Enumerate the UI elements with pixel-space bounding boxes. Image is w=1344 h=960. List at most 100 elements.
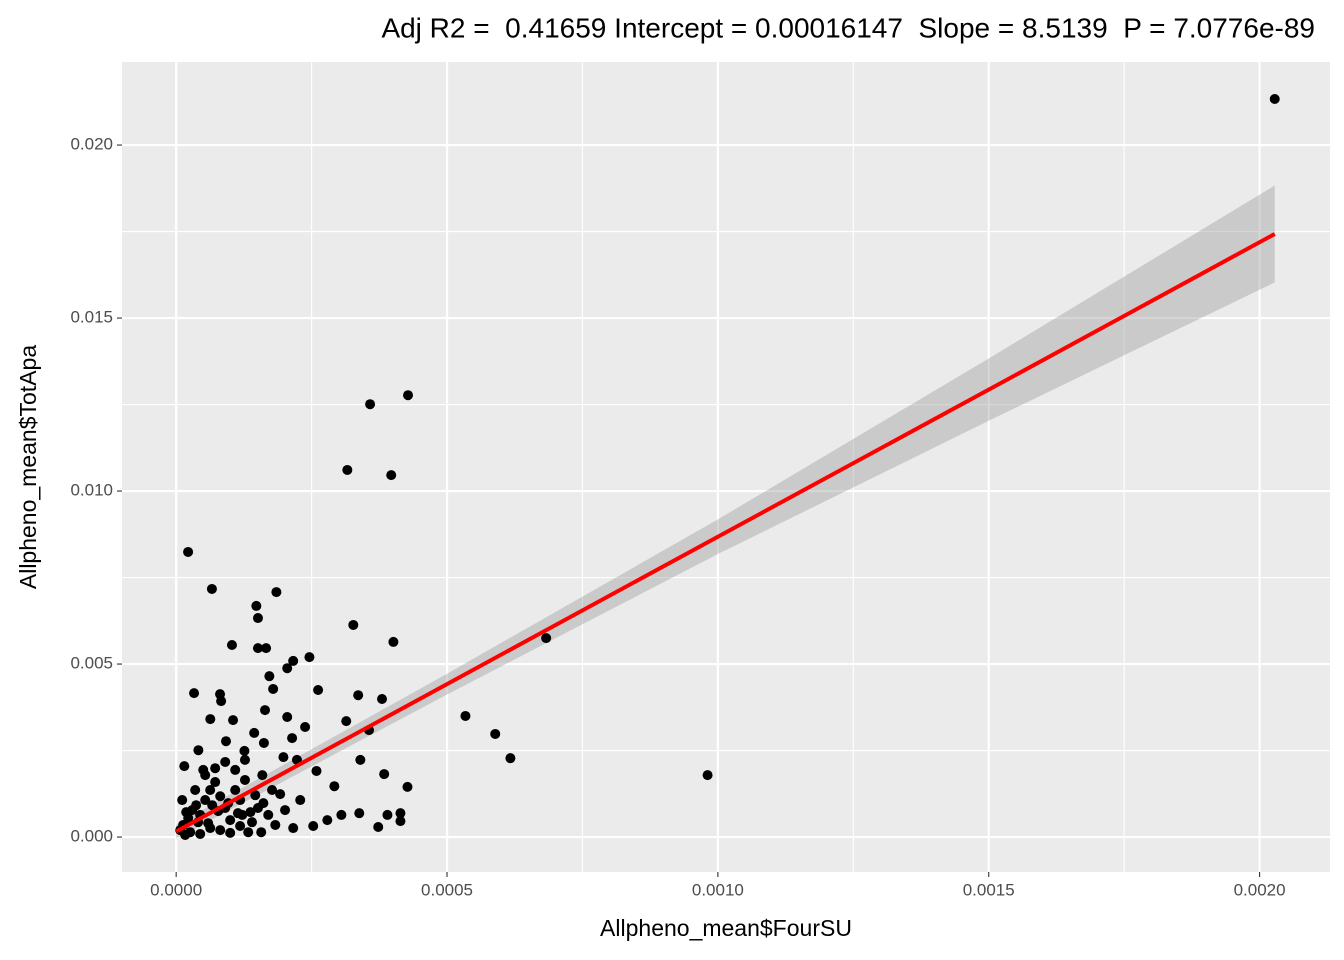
- point: [249, 727, 260, 738]
- point: [382, 809, 393, 820]
- y-axis-title: Allpheno_mean$TotApa: [15, 345, 41, 589]
- point: [205, 784, 216, 795]
- point: [355, 754, 366, 765]
- point: [268, 683, 279, 694]
- point: [271, 587, 282, 598]
- point: [260, 705, 271, 716]
- point: [264, 671, 275, 682]
- point: [225, 815, 236, 826]
- y-tick-label: 0.010: [70, 481, 113, 500]
- point: [341, 716, 352, 727]
- point: [308, 820, 319, 831]
- point: [206, 583, 217, 594]
- point: [250, 790, 261, 801]
- point: [226, 640, 237, 651]
- point: [386, 470, 397, 481]
- point: [247, 817, 258, 828]
- point: [185, 827, 196, 838]
- point: [221, 736, 232, 747]
- point: [395, 816, 406, 827]
- point: [220, 756, 231, 767]
- point: [402, 781, 413, 792]
- point: [256, 827, 267, 838]
- point: [239, 774, 250, 785]
- point: [257, 770, 268, 781]
- point: [342, 464, 353, 475]
- point: [252, 643, 263, 654]
- point: [258, 737, 269, 748]
- point: [210, 763, 221, 774]
- point: [210, 777, 221, 788]
- point: [702, 770, 713, 781]
- point: [191, 800, 202, 811]
- point: [395, 808, 406, 819]
- y-tick-label: 0.005: [70, 654, 113, 673]
- y-tick-label: 0.000: [70, 827, 113, 846]
- band-layer: [176, 185, 1275, 839]
- point: [245, 807, 256, 818]
- chart-title: Adj R2 = 0.41659 Intercept = 0.00016147 …: [381, 12, 1315, 43]
- point: [288, 655, 299, 666]
- point: [230, 764, 241, 775]
- point: [190, 784, 201, 795]
- point: [225, 827, 236, 838]
- point: [263, 809, 274, 820]
- point: [179, 761, 190, 772]
- point: [275, 789, 286, 800]
- y-tick-label: 0.015: [70, 308, 113, 327]
- point: [373, 822, 384, 833]
- point: [353, 690, 364, 701]
- point: [490, 728, 501, 739]
- point: [300, 722, 311, 733]
- point: [177, 795, 188, 806]
- point: [200, 795, 211, 806]
- point: [403, 390, 414, 401]
- point: [207, 800, 218, 811]
- point: [252, 802, 263, 813]
- fit-layer: [175, 232, 1276, 834]
- x-tick-label: 0.0020: [1234, 880, 1286, 899]
- y-tick-label: 0.020: [70, 135, 113, 154]
- point: [377, 693, 388, 704]
- point: [354, 808, 365, 819]
- x-tick-label: 0.0010: [692, 880, 744, 899]
- fit-line: [175, 232, 1276, 834]
- x-tick-label: 0.0000: [150, 880, 202, 899]
- point: [239, 745, 250, 756]
- point: [295, 795, 306, 806]
- point: [205, 714, 216, 725]
- point: [189, 688, 200, 699]
- point: [304, 652, 315, 663]
- point: [322, 815, 333, 826]
- point: [278, 752, 289, 763]
- point: [313, 685, 324, 696]
- point: [288, 823, 299, 834]
- point: [230, 784, 241, 795]
- point: [270, 819, 281, 830]
- point: [237, 809, 248, 820]
- x-axis-title: Allpheno_mean$FourSU: [600, 915, 852, 941]
- point: [287, 733, 298, 744]
- point: [541, 633, 552, 644]
- point: [183, 546, 194, 557]
- point: [280, 805, 291, 816]
- point: [215, 791, 226, 802]
- point: [261, 643, 272, 654]
- point: [239, 754, 250, 765]
- point: [365, 399, 376, 410]
- point: [203, 818, 214, 829]
- point: [329, 781, 340, 792]
- x-tick-label: 0.0005: [421, 880, 473, 899]
- point: [235, 820, 246, 831]
- axes: 0.0000 0.0005 0.0010 0.0015 0.0020 0.000 0.005…: [70, 135, 1285, 900]
- grid: [122, 62, 1330, 872]
- panel: [122, 62, 1330, 872]
- point: [251, 600, 262, 611]
- point: [267, 784, 278, 795]
- point: [282, 711, 293, 722]
- point: [460, 710, 471, 721]
- point: [200, 770, 211, 781]
- point: [388, 636, 399, 647]
- x-tick-label: 0.0015: [963, 880, 1015, 899]
